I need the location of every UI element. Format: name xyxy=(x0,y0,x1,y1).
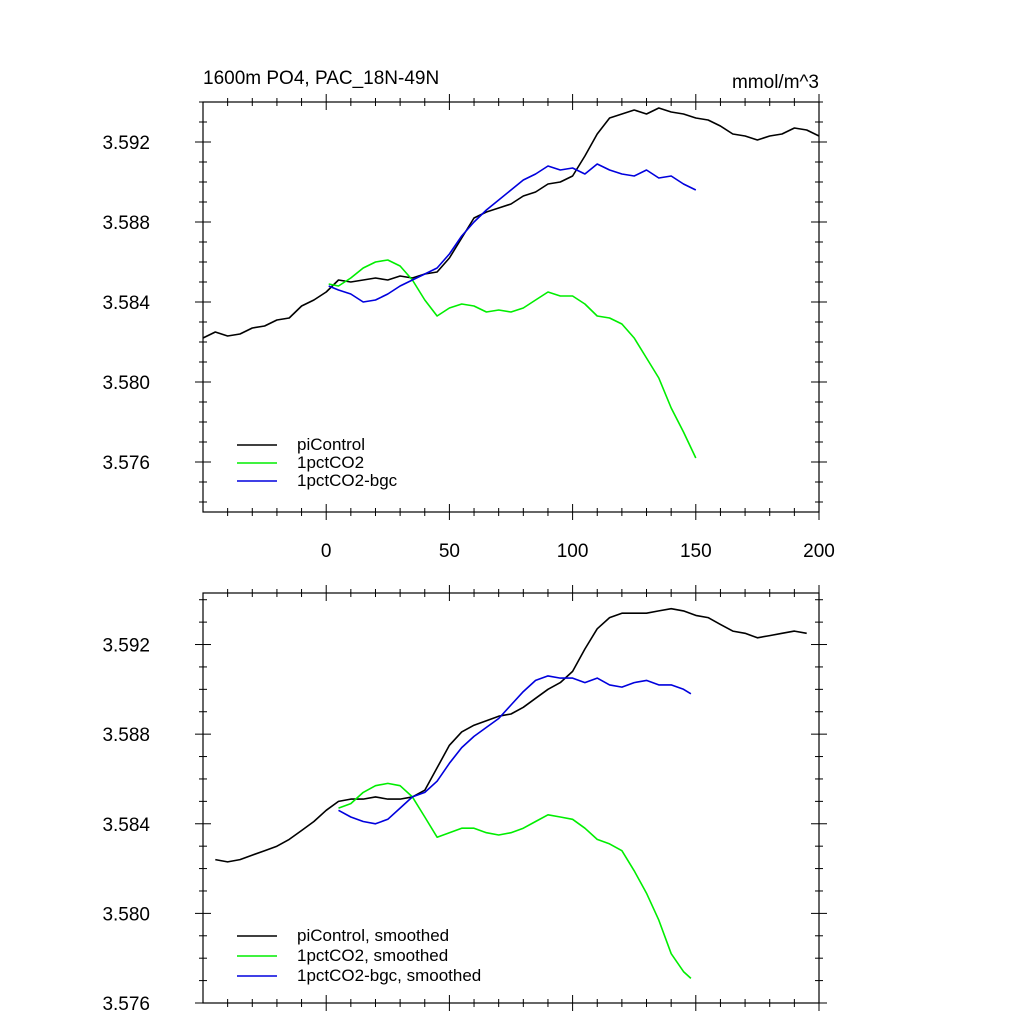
legend-label: piControl, smoothed xyxy=(297,926,449,945)
y-tick-label: 3.580 xyxy=(102,373,150,394)
y-tick-label: 3.584 xyxy=(102,815,150,836)
legend-label: 1pctCO2-bgc xyxy=(297,471,398,490)
top-series-lines xyxy=(202,107,820,459)
series-line-picontrol xyxy=(202,107,820,339)
y-tick-label: 3.588 xyxy=(102,725,150,746)
bottom-series-lines xyxy=(215,607,807,979)
x-tick-label: 0 xyxy=(321,541,332,562)
top-chart-units: mmol/m^3 xyxy=(732,72,819,93)
top-plot-frame xyxy=(202,101,820,513)
top-chart-title: 1600m PO4, PAC_18N-49N xyxy=(203,68,439,89)
series-line-1pctco2-bgc-smoothed xyxy=(338,675,692,825)
y-tick-label: 3.588 xyxy=(102,213,150,234)
y-tick-label: 3.592 xyxy=(102,636,150,657)
top-panel: 1600m PO4, PAC_18N-49N mmol/m^3 0 50 100 15… xyxy=(102,68,834,562)
legend-label: piControl xyxy=(297,435,365,454)
x-tick-label: 50 xyxy=(439,541,460,562)
y-tick-label: 3.576 xyxy=(102,453,150,474)
x-tick-label: 200 xyxy=(803,541,835,562)
y-tick-label: 3.580 xyxy=(102,904,150,925)
y-tick-label: 3.584 xyxy=(102,293,150,314)
bottom-plot-frame xyxy=(202,592,820,1004)
y-tick-label: 3.592 xyxy=(102,133,150,154)
series-line-1pctco2-bgc xyxy=(328,163,697,303)
x-tick-label: 100 xyxy=(557,541,589,562)
bottom-axes-ticks: 3.576 3.580 3.584 3.588 3.592 xyxy=(102,585,827,1015)
bottom-panel: 3.576 3.580 3.584 3.588 3.592 piControl, smo… xyxy=(102,585,827,1015)
series-line-1pctco2 xyxy=(328,259,697,459)
series-line-picontrol-smoothed xyxy=(215,607,807,863)
x-tick-label: 150 xyxy=(680,541,712,562)
legend-label: 1pctCO2 xyxy=(297,453,364,472)
legend-label: 1pctCO2-bgc, smoothed xyxy=(297,966,481,985)
legend-label: 1pctCO2, smoothed xyxy=(297,946,448,965)
top-axes-ticks: 0 50 100 150 200 3.576 3.580 3.584 3.588 3.592 xyxy=(102,94,835,562)
series-line-1pctco2-smoothed xyxy=(338,782,692,979)
y-tick-label: 3.576 xyxy=(102,994,150,1015)
